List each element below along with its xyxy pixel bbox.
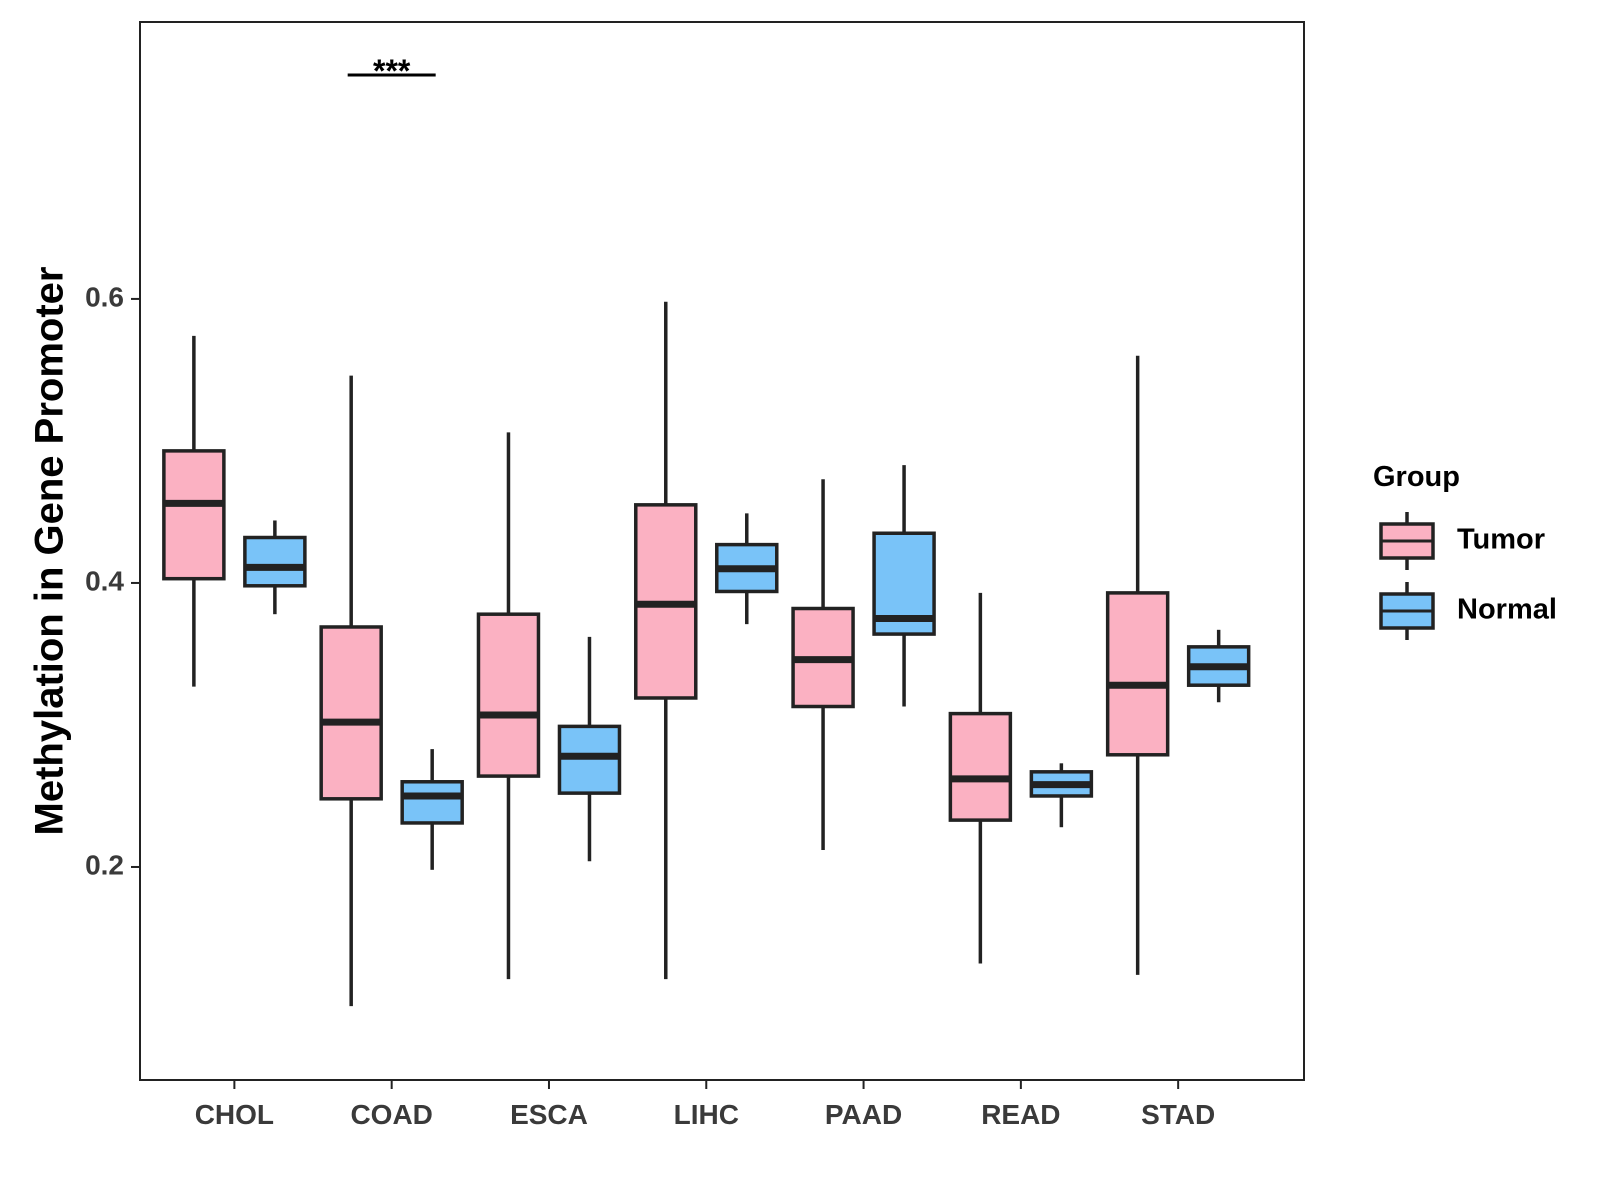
x-tick-label: READ	[981, 1099, 1060, 1130]
legend-item-tumor: Tumor	[1379, 512, 1545, 570]
box-iqr	[162, 449, 226, 581]
x-tick-label: COAD	[350, 1099, 432, 1130]
legend-title: Group	[1373, 461, 1460, 493]
x-tick-label: CHOL	[195, 1099, 274, 1130]
box-iqr	[476, 612, 541, 778]
y-tick-label: 0.2	[85, 849, 124, 880]
annotations: ***	[347, 53, 436, 89]
legend-item-normal: Normal	[1379, 582, 1557, 640]
box-tumor-paad	[791, 479, 855, 850]
y-axis: 0.2 0.4 0.6	[85, 281, 140, 880]
legend: Group Tumor Normal	[1373, 461, 1557, 640]
box-normal-read	[1029, 763, 1094, 828]
box-tumor-chol	[162, 335, 226, 687]
y-axis-title: Methylation in Gene Promoter	[28, 267, 72, 836]
box-normal-paad	[872, 465, 936, 707]
box-iqr	[948, 711, 1013, 822]
x-tick-label: STAD	[1141, 1099, 1215, 1130]
x-axis: CHOL COAD ESCA LIHC PAAD READ STAD	[195, 1080, 1215, 1130]
box-iqr	[557, 724, 622, 795]
y-tick-label: 0.6	[85, 281, 124, 312]
box-normal-chol	[243, 520, 307, 615]
box-normal-coad	[400, 749, 464, 870]
box-iqr	[1105, 591, 1170, 757]
box-tumor-esca	[476, 432, 541, 980]
legend-label: Normal	[1457, 594, 1557, 626]
x-tick-label: LIHC	[674, 1099, 739, 1130]
box-iqr	[319, 625, 383, 801]
y-tick-label: 0.4	[85, 565, 124, 596]
box-normal-lihc	[715, 513, 779, 625]
x-tick-label: PAAD	[825, 1099, 902, 1130]
legend-label: Tumor	[1457, 524, 1545, 556]
box-tumor-lihc	[634, 301, 698, 980]
box-tumor-stad	[1105, 355, 1170, 975]
x-tick-label: ESCA	[510, 1099, 588, 1130]
significance-label: ***	[373, 53, 411, 89]
box-tumor-read	[948, 592, 1013, 964]
box-iqr	[243, 535, 307, 588]
box-iqr	[400, 780, 464, 825]
box-normal-esca	[557, 636, 622, 862]
box-group	[162, 301, 1251, 1007]
box-tumor-coad	[319, 375, 383, 1007]
box-normal-stad	[1186, 629, 1251, 703]
